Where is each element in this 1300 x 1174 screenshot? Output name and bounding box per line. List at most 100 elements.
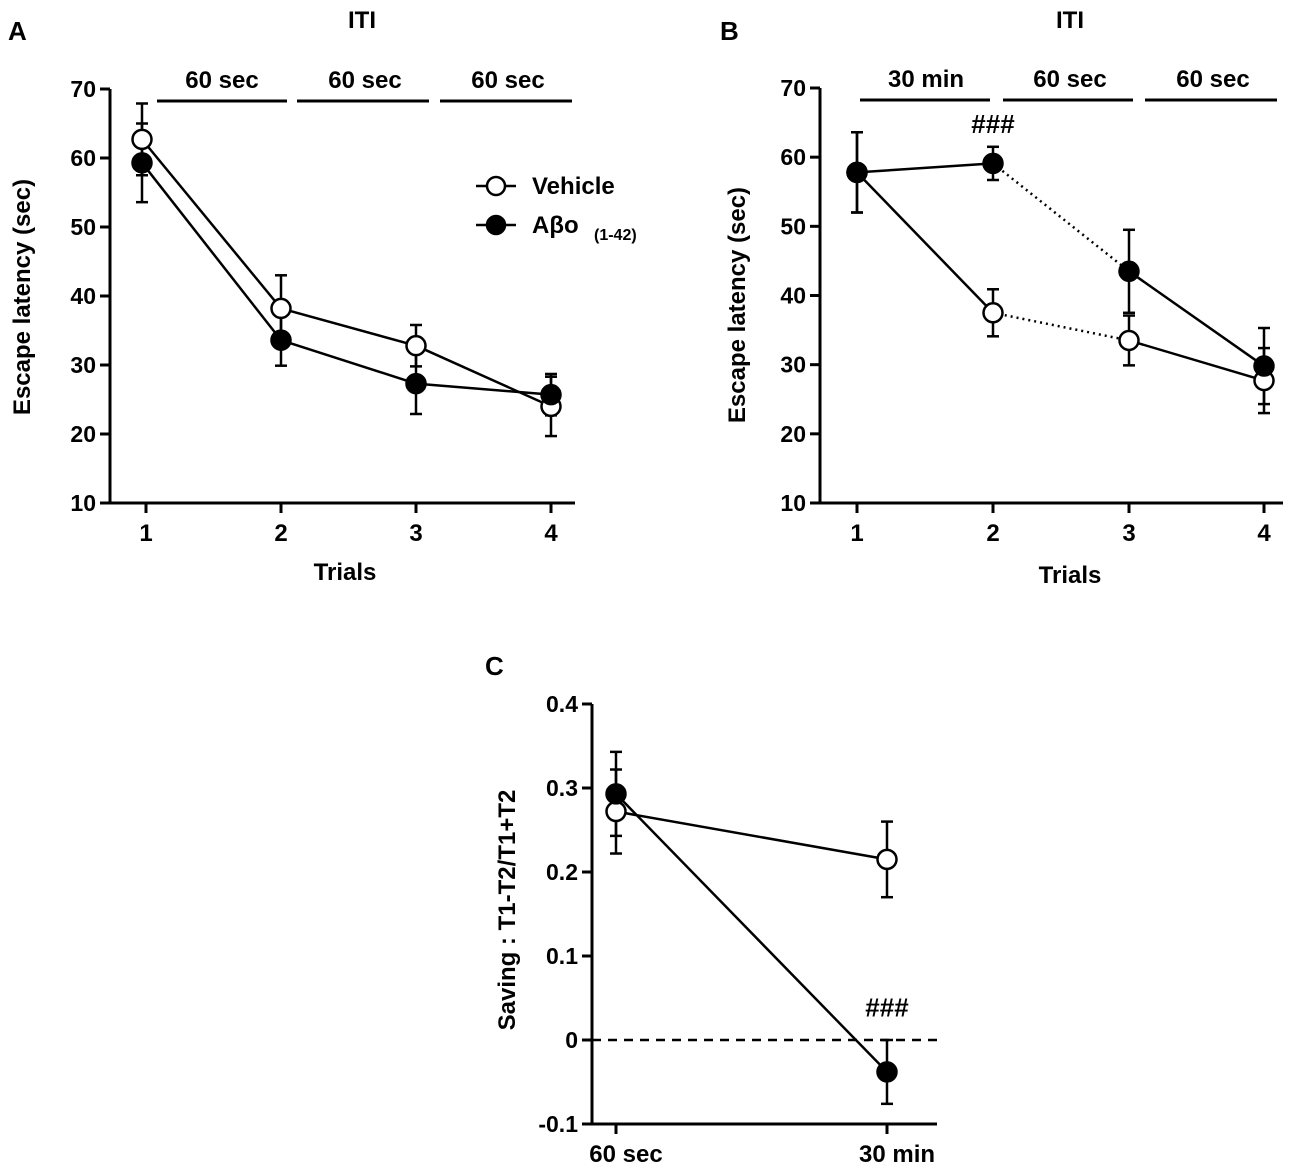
- series-line-vehicle: [856, 171, 994, 314]
- panel-a-x-axis-label: Trials: [314, 559, 377, 586]
- panel-c-axes: [590, 704, 937, 1126]
- data-point-abo: [846, 161, 868, 184]
- panel-b-y-axis-label: Escape latency (sec): [724, 187, 751, 423]
- panel-b-iti-label: 60 sec: [1176, 66, 1249, 93]
- panel-b-title: ITI: [1056, 7, 1084, 34]
- y-tick-label: 10: [70, 490, 96, 516]
- series-line-abo: [141, 162, 282, 341]
- y-tick-label: 0.2: [546, 859, 578, 885]
- panel-b-axes: [818, 88, 1283, 505]
- panel-a: A ITI 60 sec 60 sec 60 sec 10 20 30 40 50 60 7…: [8, 7, 637, 586]
- legend: Vehicle Aβo (1-42): [476, 173, 637, 244]
- panel-a-y-ticks: 10 20 30 40 50 60 70: [70, 76, 110, 516]
- x-tick-label: 1: [139, 520, 152, 547]
- y-tick-label: 10: [780, 490, 806, 516]
- data-point-abo: [982, 152, 1004, 175]
- y-tick-label: 30: [780, 352, 806, 378]
- x-tick-label: 30 min: [859, 1141, 935, 1168]
- y-tick-label: 70: [70, 76, 96, 102]
- x-tick-label: 4: [544, 520, 558, 547]
- panel-a-plot: [131, 102, 562, 438]
- significance-annotation: ###: [865, 992, 909, 1022]
- panel-a-axes: [108, 89, 575, 505]
- y-tick-label: -0.1: [538, 1111, 578, 1137]
- legend-abo-subscript: (1-42): [594, 227, 637, 244]
- panel-c-y-ticks: -0.1 0 0.1 0.2 0.3 0.4: [538, 691, 592, 1137]
- data-point-abo: [270, 329, 292, 351]
- y-tick-label: 20: [70, 421, 96, 447]
- data-point-abo: [876, 1061, 898, 1083]
- y-tick-label: 50: [780, 213, 806, 239]
- significance-annotation: ###: [971, 109, 1015, 139]
- x-tick-label: 60 sec: [589, 1141, 662, 1168]
- panel-a-x-ticks: 1 2 3 4: [139, 503, 558, 547]
- panel-a-iti-label: 60 sec: [328, 67, 401, 94]
- series-line-abo: [615, 793, 888, 1073]
- panel-c-letter: C: [485, 651, 504, 681]
- x-tick-label: 3: [1122, 520, 1135, 547]
- y-tick-label: 30: [70, 352, 96, 378]
- y-tick-label: 40: [780, 283, 806, 309]
- panel-b-iti-label: 30 min: [888, 66, 964, 93]
- series-line-abo: [415, 382, 552, 396]
- series-line-abo: [280, 338, 417, 385]
- series-line-abo: [992, 162, 1130, 273]
- panel-b-x-ticks: 1 2 3 4: [850, 503, 1271, 547]
- y-tick-label: 0: [565, 1027, 578, 1053]
- y-tick-label: 40: [70, 283, 96, 309]
- data-point-vehicle: [131, 128, 153, 151]
- data-point-abo: [605, 783, 627, 805]
- series-line-vehicle: [615, 810, 888, 861]
- legend-abo-marker: [485, 214, 507, 236]
- y-tick-label: 20: [780, 421, 806, 447]
- data-point-vehicle: [405, 334, 427, 357]
- data-point-vehicle: [1118, 329, 1140, 352]
- series-line-vehicle: [141, 138, 282, 310]
- series-line-vehicle: [280, 307, 417, 347]
- panel-a-title: ITI: [348, 7, 376, 34]
- panel-c-plot: ###: [592, 750, 937, 1106]
- x-tick-label: 1: [850, 520, 863, 547]
- panel-c-y-axis-label: Saving : T1-T2/T1+T2: [494, 790, 521, 1031]
- series-line-abo: [856, 162, 994, 174]
- panel-a-y-axis-label: Escape latency (sec): [9, 179, 36, 415]
- x-tick-label: 4: [1257, 520, 1271, 547]
- y-tick-label: 70: [780, 75, 806, 101]
- panel-c-x-ticks: 60 sec 30 min: [589, 1124, 935, 1168]
- panel-a-letter: A: [8, 16, 27, 46]
- panel-b: B ITI 30 min 60 sec 60 sec 10 20 30 40 50 60 7…: [720, 7, 1283, 589]
- data-point-abo: [540, 383, 562, 406]
- x-tick-label: 2: [274, 520, 287, 547]
- data-point-vehicle: [876, 848, 898, 871]
- panel-a-iti-label: 60 sec: [471, 67, 544, 94]
- panel-b-plot: ###: [846, 109, 1275, 415]
- y-tick-label: 50: [70, 214, 96, 240]
- series-line-vehicle: [992, 311, 1130, 342]
- data-point-abo: [405, 372, 427, 395]
- y-tick-label: 0.4: [546, 691, 578, 717]
- data-point-vehicle: [270, 297, 292, 320]
- series-line-vehicle: [1128, 339, 1265, 382]
- panel-b-iti-label: 60 sec: [1033, 66, 1106, 93]
- y-tick-label: 60: [780, 144, 806, 170]
- data-point-abo: [131, 152, 153, 174]
- data-point-vehicle: [982, 302, 1004, 324]
- x-tick-label: 2: [986, 520, 999, 547]
- panel-c: C -0.1 0 0.1 0.2 0.3 0.4 60 sec 30 min Saving …: [485, 651, 937, 1168]
- y-tick-label: 0.3: [546, 775, 578, 801]
- data-point-vehicle: [605, 800, 627, 823]
- panel-b-letter: B: [720, 16, 739, 46]
- legend-abo-label: Aβo: [532, 212, 579, 239]
- series-line-vehicle: [415, 344, 552, 408]
- panel-a-iti-label: 60 sec: [185, 67, 258, 94]
- legend-vehicle-marker: [485, 175, 507, 197]
- data-point-abo: [1253, 355, 1275, 377]
- data-point-abo: [1118, 260, 1140, 283]
- panel-b-y-ticks: 10 20 30 40 50 60 70: [780, 75, 820, 516]
- panel-b-x-axis-label: Trials: [1039, 562, 1102, 589]
- x-tick-label: 3: [409, 520, 422, 547]
- series-line-abo: [1128, 270, 1265, 368]
- legend-vehicle-label: Vehicle: [532, 173, 615, 200]
- y-tick-label: 0.1: [546, 943, 578, 969]
